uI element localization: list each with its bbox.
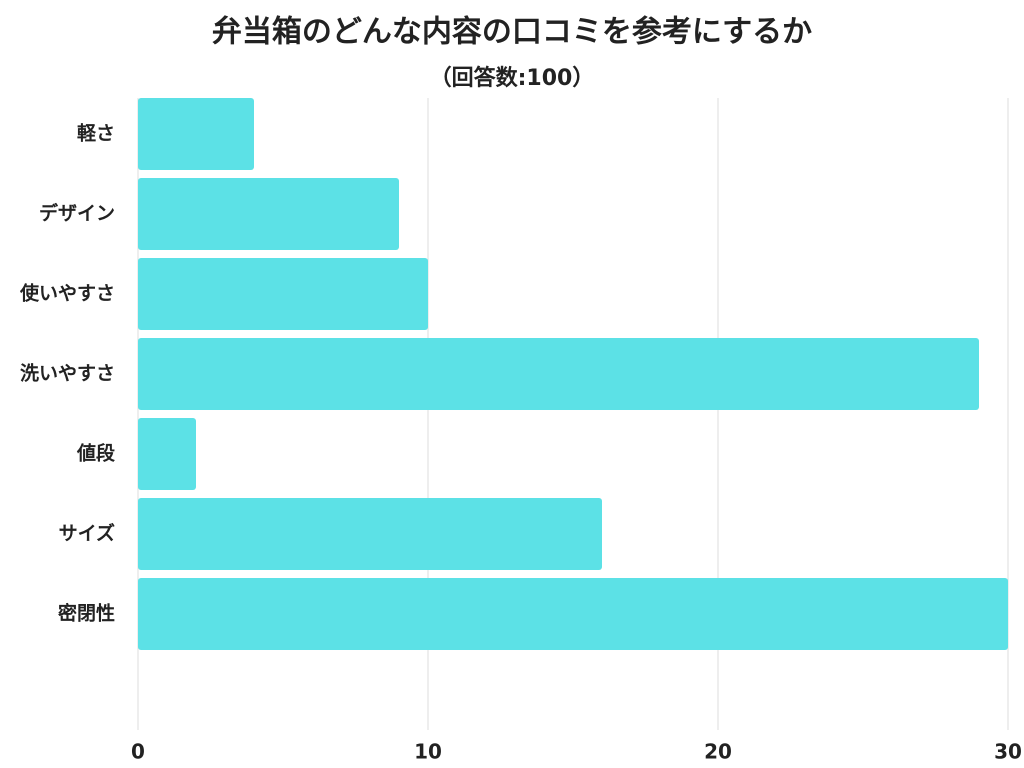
- y-tick-label: デザイン: [39, 202, 115, 225]
- y-tick-label: 値段: [76, 442, 116, 465]
- bar: [138, 178, 399, 250]
- x-tick-label: 10: [414, 740, 442, 764]
- bar: [138, 338, 979, 410]
- chart-title: 弁当箱のどんな内容の口コミを参考にするか: [212, 15, 812, 50]
- bar: [138, 498, 602, 570]
- bar: [138, 98, 254, 170]
- y-tick-label: 洗いやすさ: [20, 362, 115, 385]
- y-tick-label: 密閉性: [58, 602, 115, 625]
- x-tick-label: 30: [994, 740, 1022, 764]
- y-tick-label: 使いやすさ: [19, 283, 115, 305]
- x-tick-label: 0: [131, 740, 145, 764]
- bar: [138, 578, 1008, 650]
- y-tick-label: サイズ: [59, 522, 115, 545]
- bar: [138, 258, 428, 330]
- chart-subtitle: （回答数:100）: [430, 65, 595, 91]
- x-tick-label: 20: [704, 740, 732, 764]
- y-tick-label: 軽さ: [77, 123, 115, 145]
- bar: [138, 418, 196, 490]
